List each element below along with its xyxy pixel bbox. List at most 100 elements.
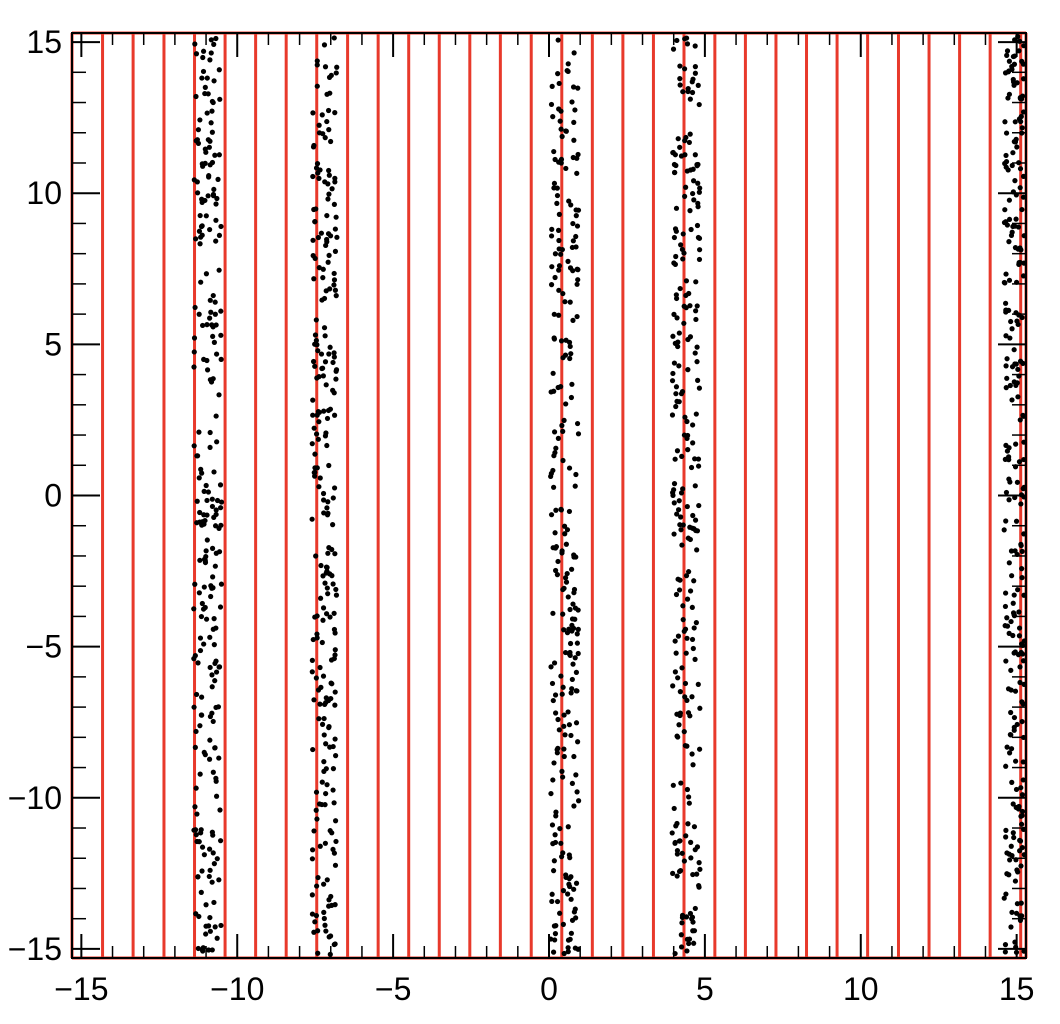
data-point: [199, 223, 205, 229]
data-point: [552, 832, 558, 838]
data-point: [679, 389, 686, 395]
data-point: [331, 610, 337, 616]
data-point: [671, 805, 677, 812]
data-point: [553, 710, 559, 716]
data-point: [692, 905, 698, 912]
data-point: [671, 234, 678, 241]
data-point: [210, 99, 216, 106]
data-point: [696, 860, 702, 866]
data-point: [214, 497, 221, 504]
data-point: [560, 888, 567, 894]
data-point: [561, 712, 567, 718]
data-point: [690, 919, 696, 925]
data-point: [1006, 216, 1013, 223]
data-point: [684, 743, 690, 749]
data-point: [311, 697, 317, 703]
data-point: [568, 351, 574, 357]
data-point: [325, 196, 331, 202]
data-point: [570, 268, 576, 274]
data-point: [550, 777, 556, 783]
data-point: [315, 234, 322, 241]
data-point: [205, 489, 212, 495]
data-point: [212, 745, 218, 751]
data-point: [687, 713, 693, 719]
data-point: [561, 950, 567, 957]
data-point: [1012, 361, 1018, 367]
data-point: [209, 496, 215, 502]
data-point: [191, 443, 197, 449]
data-point: [318, 595, 324, 601]
data-point: [675, 675, 681, 681]
data-point: [572, 655, 578, 661]
data-point: [1006, 239, 1012, 245]
data-point: [561, 753, 567, 760]
data-point: [686, 290, 692, 297]
data-point: [564, 570, 570, 577]
data-point: [1013, 136, 1019, 142]
y-tick-label: 0: [44, 478, 62, 514]
data-point: [1016, 803, 1022, 810]
data-point: [194, 498, 200, 504]
data-point: [217, 96, 223, 102]
data-point: [692, 152, 698, 158]
data-point: [196, 228, 203, 234]
data-point: [325, 259, 331, 265]
data-point: [688, 855, 694, 861]
data-point: [310, 636, 316, 643]
data-point: [562, 649, 569, 656]
data-point: [1013, 786, 1020, 793]
data-point: [574, 640, 580, 646]
data-point: [201, 641, 207, 647]
data-point: [217, 838, 224, 844]
data-point: [697, 866, 703, 872]
data-point: [1011, 82, 1017, 88]
data-point: [317, 664, 323, 671]
data-point: [312, 465, 318, 471]
data-point: [207, 914, 213, 921]
data-point: [569, 244, 575, 251]
data-point: [678, 514, 684, 520]
data-point: [310, 110, 316, 116]
data-point: [565, 258, 571, 264]
data-point: [1015, 652, 1022, 658]
data-point: [568, 930, 574, 936]
data-point: [212, 311, 218, 317]
data-point: [218, 581, 225, 587]
data-point: [1003, 152, 1009, 159]
data-point: [670, 683, 676, 689]
data-point: [575, 277, 581, 283]
data-point: [684, 635, 690, 641]
data-point: [677, 63, 683, 69]
data-point: [311, 929, 317, 935]
data-point: [549, 891, 555, 897]
data-point: [1014, 479, 1021, 485]
data-point: [1016, 625, 1023, 631]
data-point: [331, 655, 337, 662]
data-point: [551, 923, 558, 929]
data-point: [692, 43, 698, 49]
data-point: [691, 928, 698, 934]
data-point: [575, 151, 581, 158]
data-point: [1014, 380, 1020, 386]
data-point: [1004, 871, 1010, 877]
data-point: [574, 281, 580, 287]
data-point: [328, 695, 334, 702]
data-point: [1020, 76, 1027, 82]
data-point: [551, 660, 558, 666]
data-point: [1012, 178, 1018, 184]
data-point: [680, 603, 686, 609]
data-point: [551, 311, 557, 317]
data-point: [687, 536, 693, 543]
data-point: [1018, 900, 1024, 906]
data-point: [1009, 66, 1015, 73]
data-point: [687, 131, 693, 137]
data-point: [1013, 910, 1020, 916]
data-point: [203, 902, 209, 908]
data-point: [192, 41, 198, 47]
data-point: [552, 274, 558, 281]
data-point: [692, 64, 698, 70]
data-point: [548, 282, 555, 288]
data-point: [1018, 542, 1024, 549]
data-point: [1015, 366, 1021, 373]
data-point: [677, 76, 683, 82]
